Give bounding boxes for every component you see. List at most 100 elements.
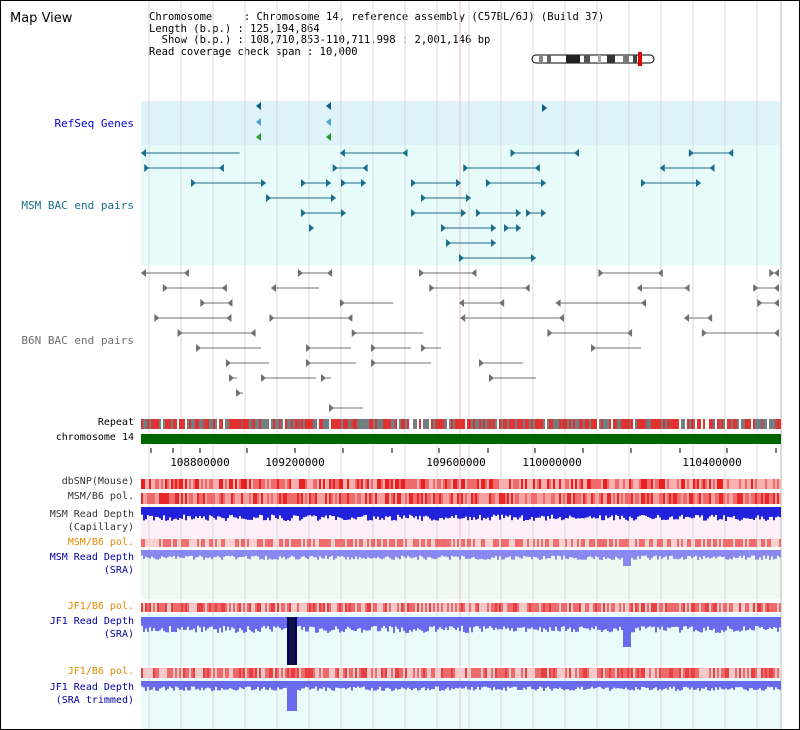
msm-b6-pol-strip-2 (625, 539, 627, 547)
jf1-depth-sra-bar (441, 617, 443, 629)
jf1-depth-trim-bar (255, 681, 257, 690)
msm-b6-pol-strip-2 (207, 539, 209, 547)
msm-b6-pol-strip (675, 493, 677, 504)
track-label-jf1-depth-sra: JF1 Read Depth (SRA) (49, 616, 134, 640)
jf1-depth-sra-bar (331, 617, 333, 631)
jf1-b6-pol-strip-2 (473, 668, 475, 678)
jf1-b6-pol-strip-2 (693, 668, 695, 678)
jf1-depth-sra-bar (419, 617, 421, 630)
msm-b6-pol-strip (649, 493, 651, 504)
jf1-depth-sra-bar (729, 617, 731, 629)
msm-depth-sra-bar (573, 550, 575, 559)
jf1-b6-pol-strip (749, 603, 751, 612)
feature-arrow (499, 299, 505, 307)
jf1-depth-trim-bar (757, 681, 759, 690)
jf1-b6-pol-strip-2 (611, 668, 613, 678)
msm-b6-pol-strip (685, 493, 687, 504)
jf1-depth-trim-bar (639, 681, 641, 690)
msm-b6-pol-strip-2 (247, 539, 249, 547)
jf1-depth-trim-bar (337, 681, 339, 688)
msm-b6-pol-strip-2 (399, 539, 401, 547)
msm-b6-pol-strip-2 (561, 539, 563, 547)
msm-b6-pol-strip-2 (141, 539, 143, 547)
msm-b6-pol-strip (529, 493, 531, 504)
jf1-b6-pol-strip-2 (527, 668, 529, 678)
jf1-b6-pol-strip (325, 603, 327, 612)
msm-b6-pol-strip (713, 493, 715, 504)
jf1-b6-pol-strip (629, 603, 631, 612)
jf1-depth-trim-bar (615, 681, 617, 689)
msm-b6-pol-strip (635, 493, 637, 504)
jf1-b6-pol-strip-2 (481, 668, 483, 678)
msm-depth-cap-bar (537, 507, 539, 518)
jf1-depth-trim-bar (355, 681, 357, 688)
axis-tick-label: 110400000 (682, 456, 742, 469)
msm-depth-sra-bar (405, 550, 407, 559)
track-label-b6n-bac[interactable]: B6N BAC end pairs (21, 334, 134, 347)
jf1-depth-trim-bar (411, 681, 413, 691)
jf1-b6-pol-strip-2 (647, 668, 649, 678)
jf1-b6-pol-strip (553, 603, 555, 612)
jf1-depth-trim-bar (349, 681, 351, 688)
msm-depth-cap-bar (435, 507, 437, 521)
track-label-msm-bac[interactable]: MSM BAC end pairs (21, 199, 134, 212)
jf1-depth-sra-bar (223, 617, 225, 627)
dbsnp-strip (513, 479, 515, 489)
msm-b6-pol-strip-2 (515, 539, 517, 547)
msm-b6-pol-strip-2 (573, 539, 575, 547)
jf1-b6-pol-strip-2 (775, 668, 777, 678)
dbsnp-strip (241, 479, 243, 489)
jf1-depth-trim-bar (187, 681, 189, 691)
msm-depth-sra-bar (507, 550, 509, 558)
msm-depth-cap-bar (365, 507, 367, 515)
dbsnp-strip (465, 479, 467, 489)
msm-depth-sra-bar (551, 550, 553, 556)
msm-depth-sra-bar (713, 550, 715, 557)
msm-depth-sra-bar (705, 550, 707, 559)
msm-depth-cap-bar (719, 507, 721, 519)
msm-b6-pol-strip-2 (741, 539, 743, 547)
msm-b6-pol-strip (615, 493, 617, 504)
jf1-depth-sra-bar (353, 617, 355, 631)
msm-depth-cap-bar (473, 507, 475, 518)
jf1-depth-sra-bar (183, 617, 185, 631)
track-label-refseq[interactable]: RefSeq Genes (54, 117, 134, 130)
msm-depth-cap-bar (643, 507, 645, 516)
jf1-depth-trim-bar (605, 681, 607, 688)
feature-arrow (547, 329, 553, 337)
dbsnp-strip (739, 479, 741, 489)
jf1-b6-pol-strip-2 (393, 668, 395, 678)
dbsnp-strip (237, 479, 239, 489)
jf1-depth-trim-bar (759, 681, 761, 689)
jf1-b6-pol-strip-2 (407, 668, 409, 678)
jf1-depth-trim-bar (327, 681, 329, 688)
jf1-b6-pol-strip (455, 603, 457, 612)
jf1-b6-pol-strip (279, 603, 281, 612)
msm-b6-pol-strip-2 (537, 539, 539, 547)
jf1-b6-pol-strip-2 (381, 668, 383, 678)
dbsnp-strip (493, 479, 495, 489)
jf1-depth-sra-bar (279, 617, 281, 629)
msm-b6-pol-strip (193, 493, 195, 504)
jf1-b6-pol-strip (355, 603, 357, 612)
msm-b6-pol-strip-2 (563, 539, 565, 547)
msm-b6-pol-strip (597, 493, 599, 504)
jf1-depth-trim-bar (279, 681, 281, 690)
jf1-b6-pol-strip-2 (263, 668, 265, 678)
feature-arrow (321, 374, 326, 382)
msm-depth-cap-bar (693, 507, 695, 518)
dbsnp-strip (773, 479, 775, 489)
msm-b6-pol-strip-2 (497, 539, 499, 547)
msm-depth-cap-bar (327, 507, 329, 519)
dbsnp-strip (385, 479, 387, 489)
jf1-depth-trim-bar (351, 681, 353, 691)
msm-b6-pol-strip (497, 493, 499, 504)
dbsnp-strip (591, 479, 593, 489)
jf1-depth-sra-bar (645, 617, 647, 629)
msm-depth-sra-bar (287, 550, 289, 559)
dbsnp-strip (495, 479, 497, 489)
jf1-b6-pol-strip-2 (435, 668, 437, 678)
msm-depth-sra-bar (609, 550, 611, 559)
